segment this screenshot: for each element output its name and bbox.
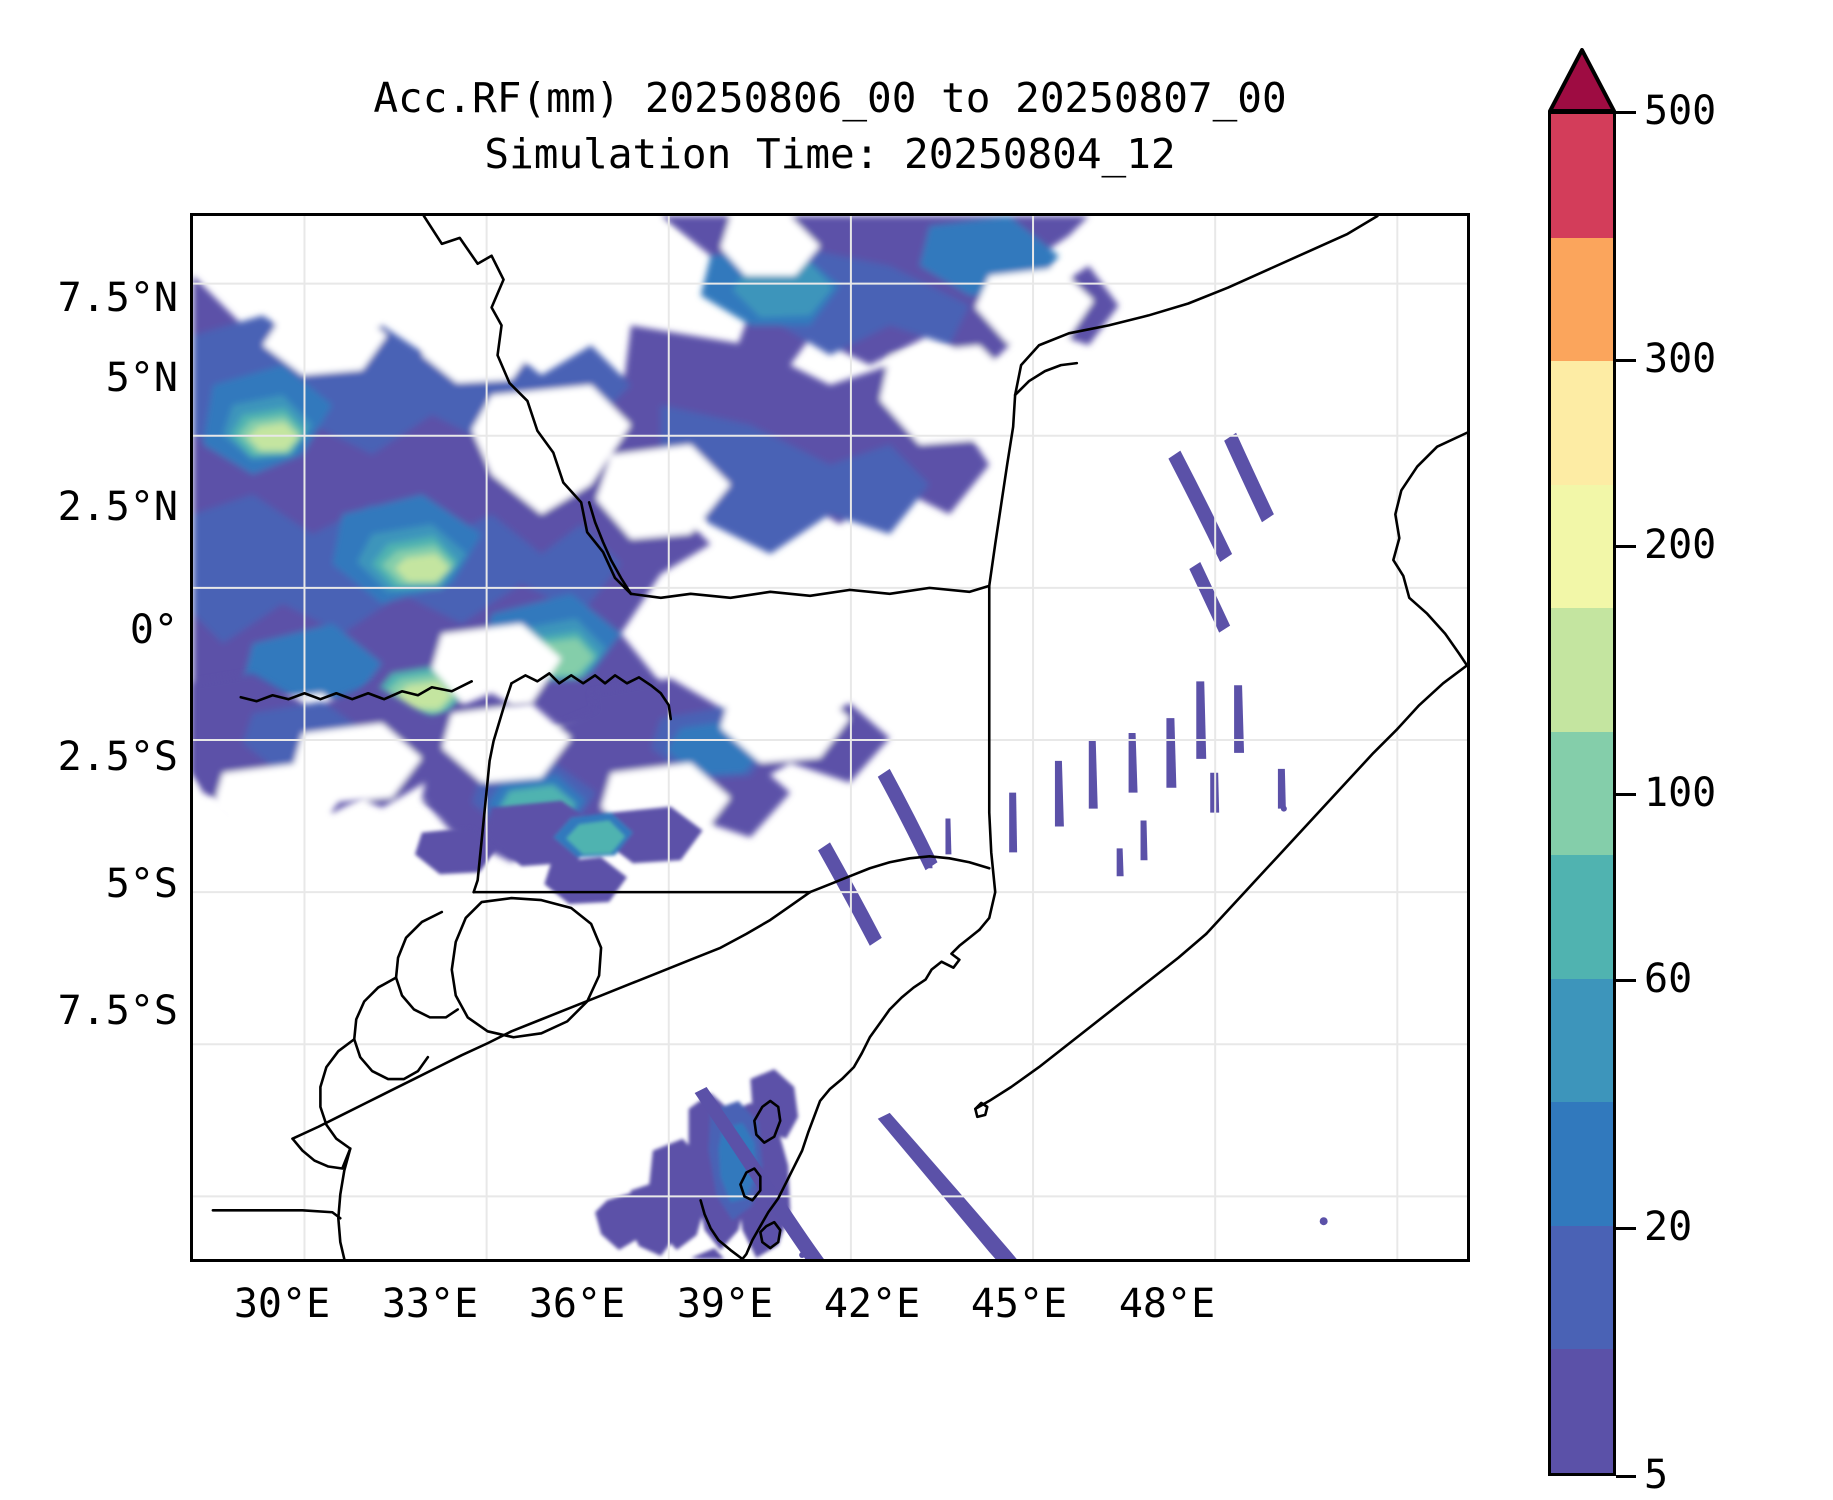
colorbar-tick (1616, 359, 1636, 362)
colorbar-band-1 (1551, 237, 1613, 362)
map-clip (193, 216, 1467, 1259)
rainfall-field-ocean-streaks (694, 432, 1328, 1259)
colorbar-bands[interactable] (1548, 111, 1616, 1476)
colorbar-band-0 (1551, 114, 1613, 238)
colorbar-tick (1616, 1475, 1636, 1478)
x-tick-label: 48°E (1118, 1281, 1216, 1327)
y-tick-label: 7.5°N (57, 275, 178, 321)
colorbar-band-10 (1551, 1349, 1613, 1474)
colorbar-tick-label: 500 (1644, 88, 1717, 134)
map-gridlines (193, 216, 1467, 1259)
colorbar-extend-arrow (1548, 48, 1616, 113)
colorbar-band-3 (1551, 484, 1613, 609)
colorbar-band-2 (1551, 361, 1613, 485)
colorbar-tick-label: 20 (1644, 1204, 1693, 1250)
colorbar-tick-label: 100 (1644, 770, 1717, 816)
colorbar-tick-label: 60 (1644, 956, 1693, 1002)
y-tick-label: 0° (129, 607, 178, 653)
colorbar-tick-label: 200 (1644, 522, 1717, 568)
x-tick-label: 39°E (676, 1281, 774, 1327)
colorbar-tick (1616, 111, 1636, 114)
x-tick-label: 33°E (381, 1281, 479, 1327)
y-tick-label: 2.5°S (57, 734, 178, 780)
colorbar-band-8 (1551, 1102, 1613, 1226)
rainfall-field-central (414, 800, 703, 905)
title-line-1: Acc.RF(mm) 20250806_00 to 20250807_00 (373, 74, 1287, 122)
y-tick-label: 5°S (105, 861, 178, 907)
colorbar-tick (1616, 545, 1636, 548)
chart-title: Acc.RF(mm) 20250806_00 to 20250807_00 Si… (190, 70, 1470, 182)
colorbar[interactable]: 500 300 200 100 60 20 5 (1548, 48, 1833, 1498)
y-tick-label: 5°N (105, 355, 178, 401)
colorbar-band-5 (1551, 731, 1613, 856)
colorbar-tick (1616, 1227, 1636, 1230)
rainfall-field-coastal-tanzania (595, 1069, 799, 1259)
colorbar-band-7 (1551, 978, 1613, 1103)
colorbar-band-9 (1551, 1225, 1613, 1350)
title-line-2: Simulation Time: 20250804_12 (484, 130, 1176, 178)
x-tick-label: 45°E (970, 1281, 1068, 1327)
y-tick-label: 7.5°S (57, 988, 178, 1034)
colorbar-tick (1616, 979, 1636, 982)
x-tick-label: 30°E (233, 1281, 331, 1327)
colorbar-band-4 (1551, 608, 1613, 732)
colorbar-tick (1616, 793, 1636, 796)
x-tick-label: 36°E (528, 1281, 626, 1327)
colorbar-band-6 (1551, 855, 1613, 979)
map-canvas (193, 216, 1467, 1259)
map-plot-area[interactable] (190, 213, 1470, 1262)
y-tick-label: 2.5°N (57, 484, 178, 530)
colorbar-tick-label: 300 (1644, 336, 1717, 382)
x-tick-label: 42°E (823, 1281, 921, 1327)
map-borders (211, 216, 1467, 1259)
colorbar-tick-label: 5 (1644, 1452, 1669, 1498)
